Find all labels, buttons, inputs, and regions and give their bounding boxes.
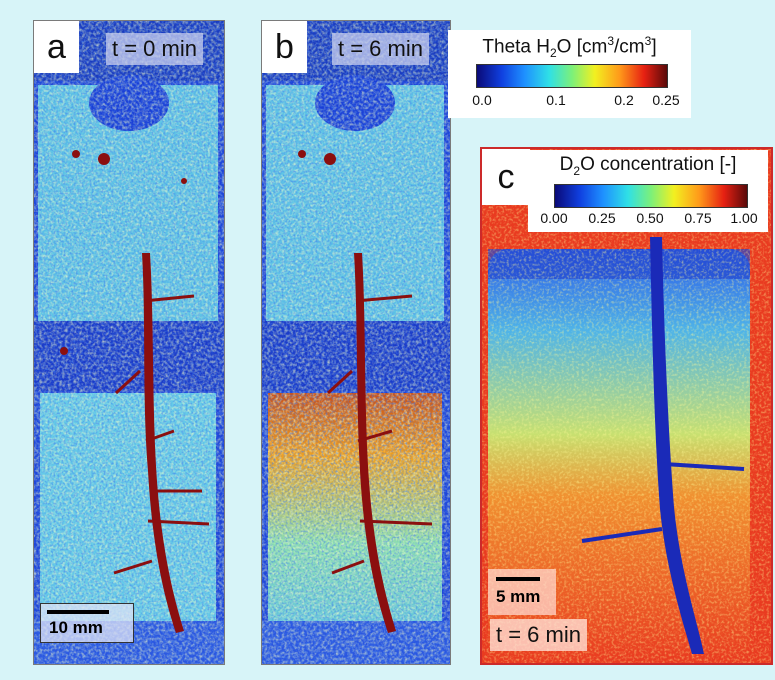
scale-bar-line: [47, 610, 109, 614]
panel-b-time-label: t = 6 min: [332, 33, 429, 65]
d2o-tick-3: 0.75: [684, 210, 712, 226]
theta-colorbar-gradient: [476, 64, 668, 88]
panel-c-scale-bar: 5 mm: [488, 569, 556, 615]
panel-a-time-label: t = 0 min: [106, 33, 203, 65]
d2o-colorbar-title: D2O concentration [-]: [559, 154, 737, 178]
scale-bar-label: 10 mm: [49, 618, 103, 637]
d2o-tick-1: 0.25: [588, 210, 616, 226]
d2o-tick-4: 1.00: [730, 210, 758, 226]
theta-tick-2: 0.2: [614, 92, 634, 108]
d2o-tick-0: 0.00: [540, 210, 568, 226]
panel-b-neutron-image: [262, 21, 450, 664]
d2o-colorbar: D2O concentration [-] 0.00 0.25 0.50 0.7…: [528, 150, 768, 232]
panel-a-scale-bar: 10 mm: [40, 603, 134, 643]
panel-b-image: b t = 6 min: [261, 20, 451, 665]
theta-tick-1: 0.1: [546, 92, 566, 108]
theta-tick-3: 0.25: [652, 92, 680, 108]
scale-bar-line: [496, 577, 540, 581]
scale-bar-label: 5 mm: [496, 587, 541, 606]
panel-b-label: b: [262, 21, 307, 73]
theta-colorbar-title: Theta H2O [cm3/cm3]: [482, 34, 657, 61]
theta-tick-0: 0.0: [472, 92, 492, 108]
panel-a-neutron-image: [34, 21, 224, 664]
panel-c-image: c 5 mm t = 6 min: [480, 147, 773, 665]
panel-c-label: c: [482, 149, 530, 205]
panel-a-image: a t = 0 min 10 mm: [33, 20, 225, 665]
d2o-tick-2: 0.50: [636, 210, 664, 226]
panel-c-time-label: t = 6 min: [490, 619, 587, 651]
d2o-colorbar-gradient: [554, 184, 748, 208]
theta-colorbar: Theta H2O [cm3/cm3] 0.0 0.1 0.2 0.25: [448, 30, 691, 118]
panel-a-label: a: [34, 21, 79, 73]
